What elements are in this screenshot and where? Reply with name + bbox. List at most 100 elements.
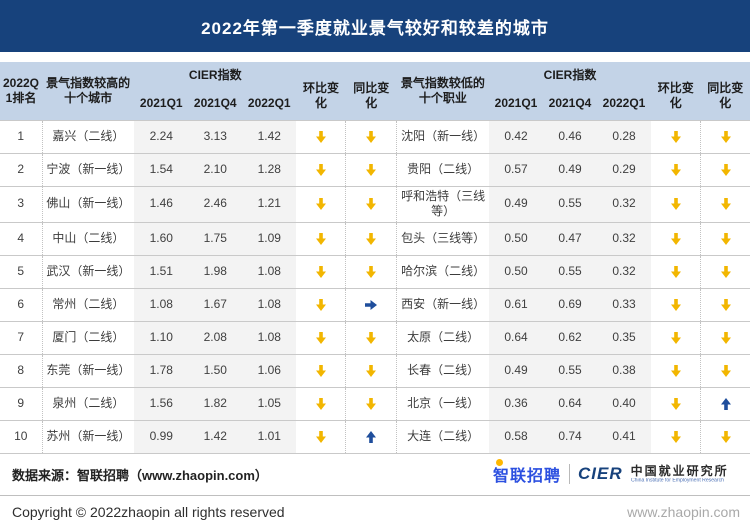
value-cell: 1.08 (242, 320, 297, 355)
mom-trend-cell (651, 185, 701, 223)
yoy-trend-cell (345, 254, 397, 289)
city-cell: 东莞（新一线） (41, 353, 135, 388)
col-header-mom-left: 环比变化 (296, 62, 346, 120)
col-header-2022q1-right: 2022Q1 (597, 88, 651, 120)
down-arrow-icon (366, 130, 377, 143)
table-row: 1 嘉兴（二线） 2.24 3.13 1.42 沈阳（新一线） 0.42 0.46 0.28 (0, 119, 750, 153)
value-cell: 1.50 (188, 353, 243, 388)
down-arrow-icon (720, 298, 731, 311)
city-cell: 常州（二线） (41, 287, 135, 322)
value-cell: 1.51 (134, 254, 189, 289)
value-cell: 1.42 (242, 119, 297, 153)
value-cell: 0.29 (597, 152, 651, 186)
zhaopin-logo-text: 智联招聘 (492, 468, 561, 486)
value-cell: 0.50 (489, 254, 543, 289)
rank-cell: 3 (0, 185, 42, 223)
yoy-trend-cell (345, 221, 397, 256)
down-arrow-icon (366, 265, 377, 278)
down-arrow-icon (366, 232, 377, 245)
city-cell: 厦门（二线） (41, 320, 135, 355)
down-arrow-icon (720, 265, 731, 278)
footer-divider (0, 494, 750, 496)
table-row: 9 泉州（二线） 1.56 1.82 1.05 北京（一线） 0.36 0.64 0.40 (0, 386, 750, 421)
value-cell: 1.09 (242, 221, 297, 256)
city-cell: 西安（新一线） (396, 287, 489, 322)
rank-cell: 6 (0, 287, 42, 322)
city-cell: 沈阳（新一线） (396, 119, 489, 153)
value-cell: 0.64 (543, 386, 597, 421)
up-arrow-icon (720, 397, 731, 410)
down-arrow-icon (670, 430, 681, 443)
table-row: 8 东莞（新一线） 1.78 1.50 1.06 长春（二线） 0.49 0.55 0.38 (0, 353, 750, 388)
value-cell: 0.33 (597, 287, 651, 322)
group-header-cier-left: CIER指数 (134, 62, 297, 88)
value-cell: 0.32 (597, 254, 651, 289)
source-row: 数据来源：智联招聘（www.zhaopin.com） 智联招聘 CIER 中国就… (0, 454, 750, 495)
mom-trend-cell (651, 419, 701, 454)
value-cell: 2.24 (134, 119, 189, 153)
logo-divider (568, 464, 570, 485)
value-cell: 1.06 (242, 353, 297, 388)
value-cell: 1.56 (134, 386, 189, 421)
value-cell: 0.64 (489, 320, 543, 355)
table-row: 5 武汉（新一线） 1.51 1.98 1.08 哈尔滨（二线） 0.50 0.55 0.32 (0, 254, 750, 289)
table-row: 3 佛山（新一线） 1.46 2.46 1.21 呼和浩特（三线等） 0.49 0.55 0.3… (0, 185, 750, 223)
yoy-trend-cell (700, 419, 750, 454)
down-arrow-icon (720, 198, 731, 211)
yoy-trend-cell (700, 287, 750, 322)
col-header-top-cities: 景气指数较高的十个城市 (42, 62, 135, 120)
city-cell: 武汉（新一线） (41, 254, 135, 289)
mom-trend-cell (296, 185, 346, 223)
value-cell: 0.50 (489, 221, 543, 256)
city-cell: 太原（二线） (396, 320, 489, 355)
lightbulb-icon (495, 459, 503, 467)
yoy-trend-cell (700, 221, 750, 256)
value-cell: 0.49 (489, 185, 543, 223)
institute-name: 中国就业研究所 China Institute for Employment R… (631, 465, 740, 484)
city-cell: 呼和浩特（三线等） (396, 185, 489, 223)
down-arrow-icon (720, 364, 731, 377)
down-arrow-icon (720, 331, 731, 344)
zhaopin-logo: 智联招聘 (492, 459, 561, 486)
value-cell: 1.60 (134, 221, 189, 256)
value-cell: 2.10 (188, 152, 243, 186)
yoy-trend-cell (700, 185, 750, 223)
down-arrow-icon (670, 198, 681, 211)
city-cell: 大连（二线） (396, 419, 489, 454)
yoy-trend-cell (700, 119, 750, 153)
down-arrow-icon (670, 331, 681, 344)
city-cell: 佛山（新一线） (41, 185, 135, 223)
city-cell: 北京（一线） (396, 386, 489, 421)
down-arrow-icon (315, 163, 326, 176)
table-row: 10 苏州（新一线） 0.99 1.42 1.01 大连（二线） 0.58 0.74 0.41 (0, 419, 750, 454)
col-header-mom-right: 环比变化 (651, 62, 701, 120)
value-cell: 1.46 (134, 185, 189, 223)
down-arrow-icon (366, 198, 377, 211)
table-row: 2 宁波（新一线） 1.54 2.10 1.28 贵阳（二线） 0.57 0.49 0.29 (0, 152, 750, 186)
value-cell: 1.10 (134, 320, 189, 355)
page-title: 2022年第一季度就业景气较好和较差的城市 (201, 18, 549, 38)
value-cell: 0.69 (543, 287, 597, 322)
value-cell: 1.08 (242, 254, 297, 289)
down-arrow-icon (366, 364, 377, 377)
mom-trend-cell (296, 419, 346, 454)
mom-trend-cell (296, 254, 346, 289)
down-arrow-icon (670, 163, 681, 176)
city-cell: 哈尔滨（二线） (396, 254, 489, 289)
copyright-row: Copyright © 2022zhaopin all rights reser… (0, 496, 750, 529)
title-banner: 2022年第一季度就业景气较好和较差的城市 (0, 0, 750, 52)
down-arrow-icon (670, 130, 681, 143)
mom-trend-cell (651, 386, 701, 421)
table-row: 6 常州（二线） 1.08 1.67 1.08 西安（新一线） 0.61 0.69 0.33 (0, 287, 750, 322)
value-cell: 0.74 (543, 419, 597, 454)
value-cell: 0.57 (489, 152, 543, 186)
yoy-trend-cell (700, 320, 750, 355)
yoy-trend-cell (700, 353, 750, 388)
col-header-yoy-left: 同比变化 (345, 62, 397, 120)
down-arrow-icon (315, 298, 326, 311)
mom-trend-cell (296, 287, 346, 322)
cier-index-table: 2022Q1排名 景气指数较高的十个城市 CIER指数 环比变化 同比变化 景气… (0, 62, 750, 454)
rank-cell: 10 (0, 419, 42, 454)
yoy-trend-cell (700, 386, 750, 421)
